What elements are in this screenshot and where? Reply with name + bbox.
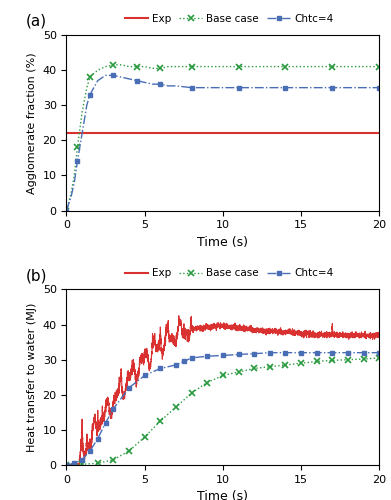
Text: (b): (b) <box>26 268 47 283</box>
X-axis label: Time (s): Time (s) <box>197 490 248 500</box>
X-axis label: Time (s): Time (s) <box>197 236 248 249</box>
Y-axis label: Heat transfer to water (MJ): Heat transfer to water (MJ) <box>27 302 37 452</box>
Y-axis label: Agglomerate fraction (%): Agglomerate fraction (%) <box>27 52 37 194</box>
Legend: Exp, Base case, Chtc=4: Exp, Base case, Chtc=4 <box>120 264 338 282</box>
Text: (a): (a) <box>26 14 47 29</box>
Legend: Exp, Base case, Chtc=4: Exp, Base case, Chtc=4 <box>120 10 338 28</box>
